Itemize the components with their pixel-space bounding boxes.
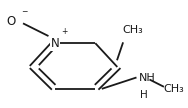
Text: N: N	[51, 37, 59, 50]
Text: +: +	[61, 27, 68, 36]
Text: NH: NH	[139, 73, 156, 83]
Text: CH₃: CH₃	[123, 25, 144, 35]
Text: CH₃: CH₃	[163, 84, 184, 94]
Text: H: H	[140, 90, 148, 100]
Text: −: −	[21, 7, 27, 16]
Text: O: O	[6, 15, 16, 28]
